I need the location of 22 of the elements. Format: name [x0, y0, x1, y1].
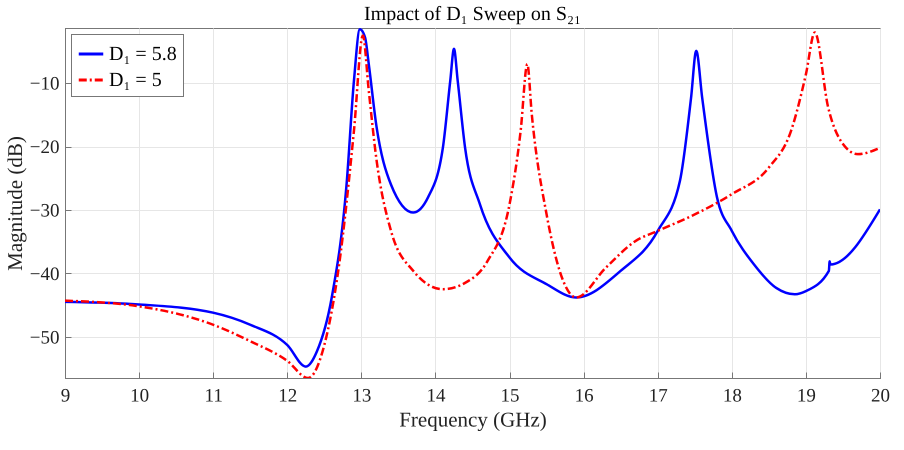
- y-tick-label: −50: [30, 327, 60, 348]
- x-tick-label: 13: [352, 386, 372, 406]
- x-tick-label: 15: [500, 386, 520, 406]
- x-tick-label: 9: [60, 386, 70, 406]
- y-tick-label: −10: [30, 74, 60, 95]
- y-tick-label: −40: [30, 264, 60, 285]
- y-axis-title: Magnitude (dB): [2, 136, 27, 271]
- chart-title: Impact of D₁ Sweep on S₂₁: [364, 3, 581, 25]
- x-tick-label: 20: [871, 386, 890, 406]
- x-tick-label: 18: [722, 386, 742, 406]
- legend-label: D₁ = 5: [109, 69, 162, 91]
- legend-label: D₁ = 5.8: [109, 43, 177, 65]
- x-tick-label: 11: [204, 386, 223, 406]
- x-tick-label: 12: [278, 386, 298, 406]
- x-tick-label: 14: [426, 386, 446, 406]
- x-axis-title: Frequency (GHz): [399, 408, 547, 432]
- x-tick-label: 10: [130, 386, 150, 406]
- x-tick-label: 16: [574, 386, 594, 406]
- x-tick-label: 19: [796, 386, 816, 406]
- x-tick-label: 17: [648, 386, 668, 406]
- y-tick-label: −30: [30, 200, 60, 222]
- y-tick-label: −20: [30, 137, 60, 158]
